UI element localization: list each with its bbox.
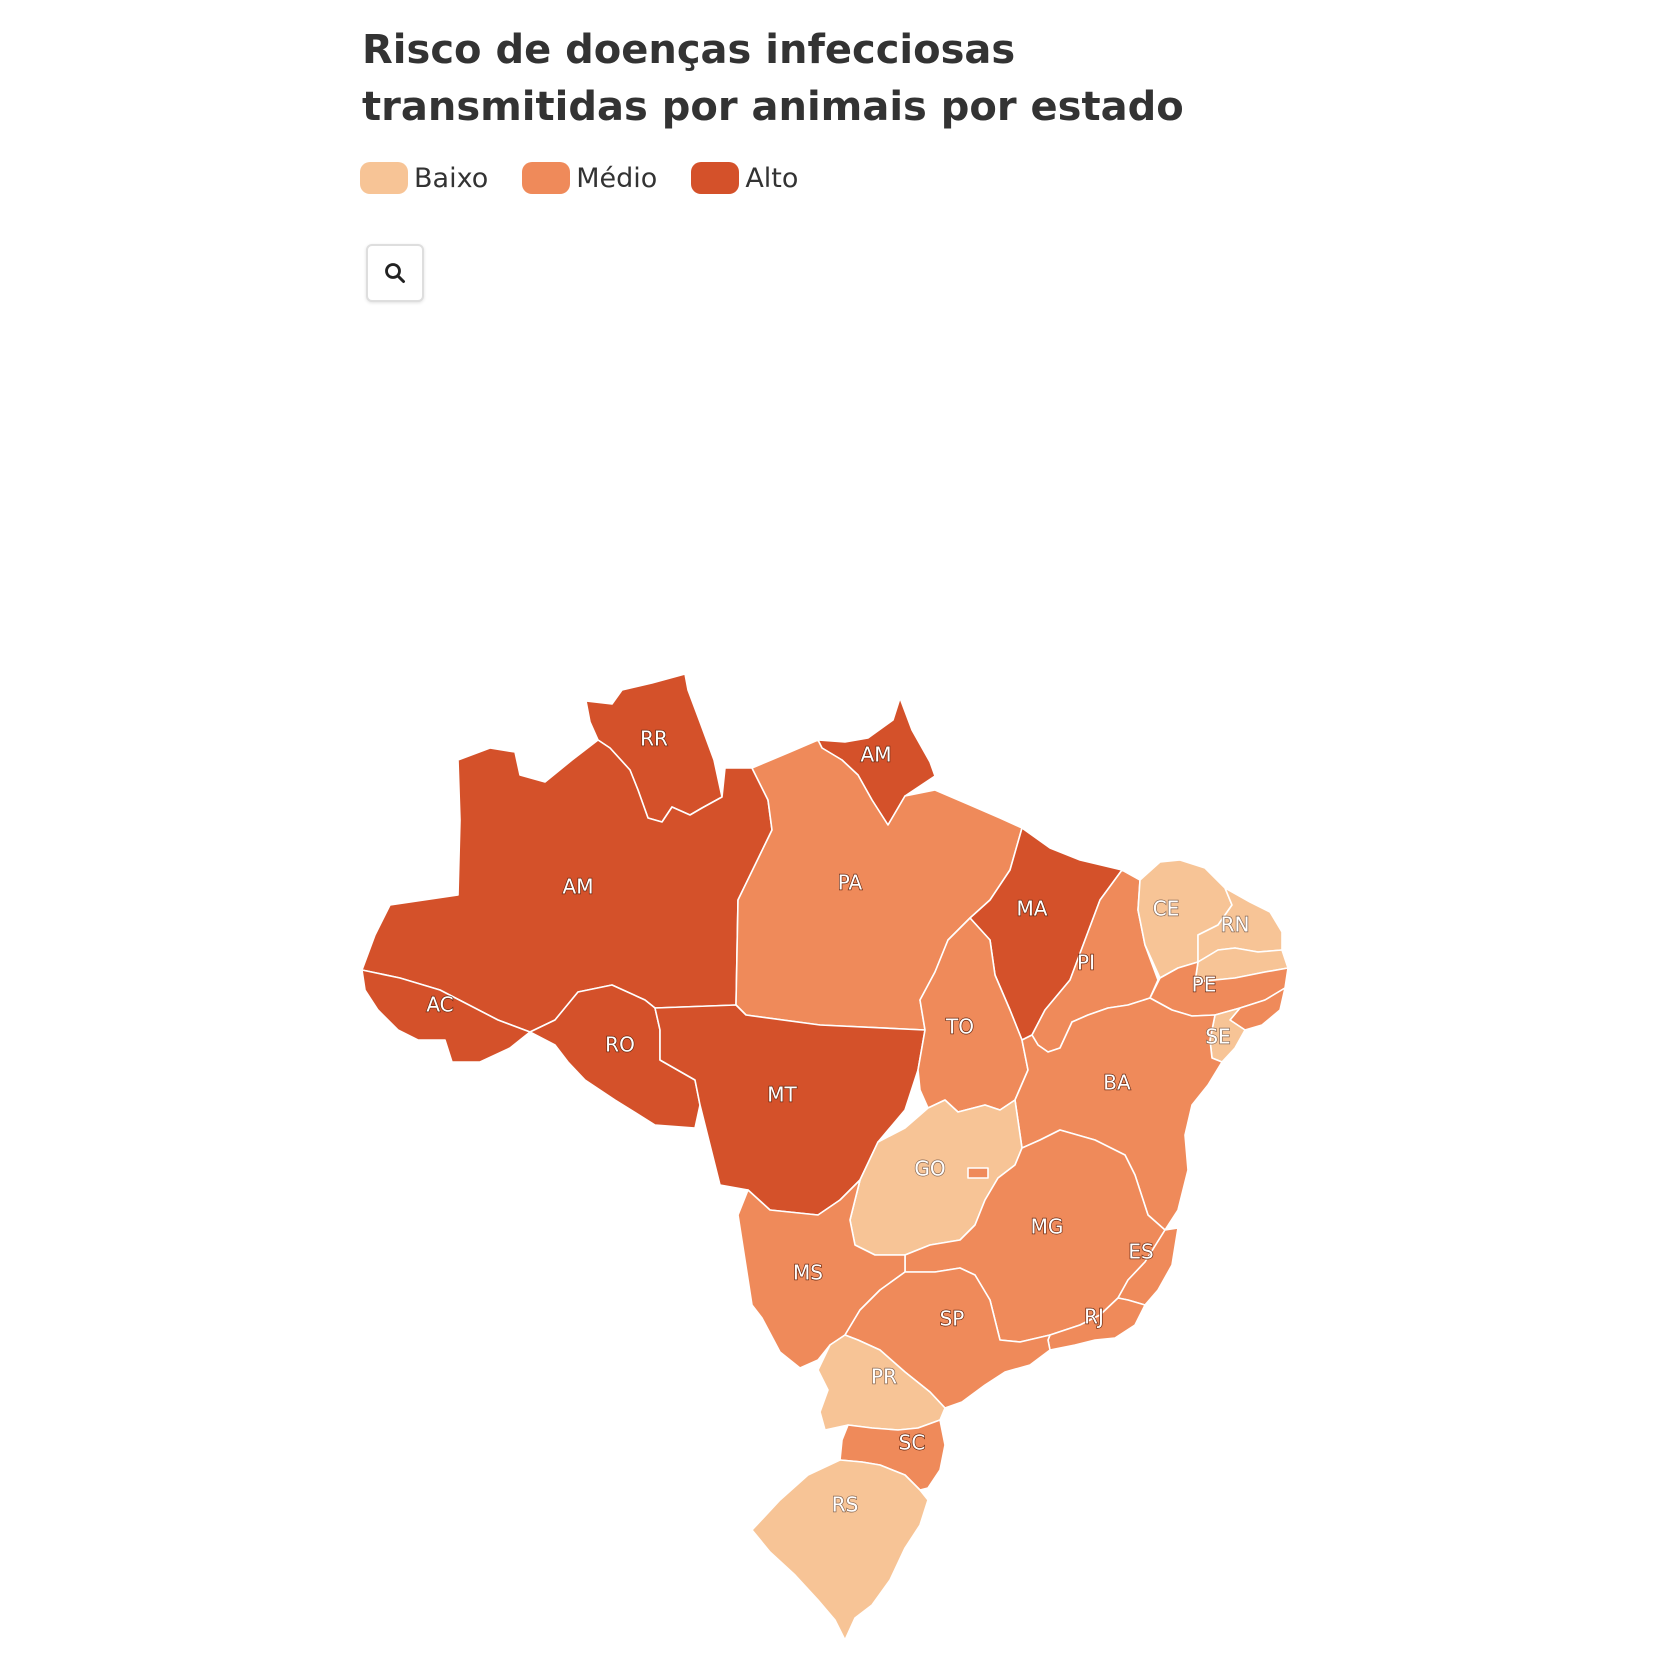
state-label-rj: RJ	[1084, 1305, 1104, 1329]
legend-label-alto: Alto	[745, 162, 799, 194]
state-label-ba: BA	[1103, 1071, 1131, 1095]
legend-item-medio[interactable]: Médio	[522, 162, 657, 194]
state-label-pe: PE	[1192, 973, 1217, 997]
legend-item-alto[interactable]: Alto	[691, 162, 798, 194]
state-df[interactable]	[967, 1167, 989, 1179]
state-label-ce: CE	[1153, 897, 1180, 921]
state-label-pr: PR	[871, 1365, 897, 1389]
legend: Baixo Médio Alto	[360, 162, 832, 194]
legend-label-baixo: Baixo	[414, 162, 489, 194]
state-ac[interactable]	[361, 969, 531, 1063]
legend-swatch-alto	[691, 162, 740, 194]
state-label-se: SE	[1205, 1025, 1230, 1049]
search-icon	[385, 263, 405, 283]
state-label-am: AM	[563, 875, 594, 899]
zoom-button[interactable]	[366, 244, 424, 302]
state-label-rr: RR	[640, 727, 668, 751]
state-label-go: GO	[914, 1157, 945, 1181]
state-label-to: TO	[945, 1015, 974, 1039]
state-label-pi: PI	[1077, 951, 1095, 975]
state-label-mg: MG	[1031, 1215, 1064, 1239]
legend-label-medio: Médio	[576, 162, 658, 194]
legend-item-baixo[interactable]: Baixo	[360, 162, 488, 194]
state-label-es: ES	[1128, 1240, 1153, 1264]
state-label-ma: MA	[1017, 897, 1048, 921]
state-label-sc: SC	[899, 1431, 926, 1455]
state-label-rn: RN	[1221, 913, 1250, 937]
chart-title: Risco de doenças infecciosas transmitida…	[362, 27, 1184, 130]
state-label-rs: RS	[832, 1493, 859, 1517]
state-label-ro: RO	[605, 1033, 635, 1057]
state-rs[interactable]	[751, 1459, 929, 1641]
state-label-sp: SP	[940, 1307, 965, 1331]
legend-swatch-medio	[522, 162, 571, 194]
state-rj[interactable]	[1047, 1297, 1146, 1351]
state-label-ac: AC	[426, 993, 453, 1017]
legend-swatch-baixo	[360, 162, 408, 194]
state-label-ms: MS	[793, 1261, 823, 1285]
state-label-ap: AM	[861, 743, 892, 767]
state-label-pa: PA	[838, 871, 863, 895]
state-label-mt: MT	[767, 1083, 797, 1107]
